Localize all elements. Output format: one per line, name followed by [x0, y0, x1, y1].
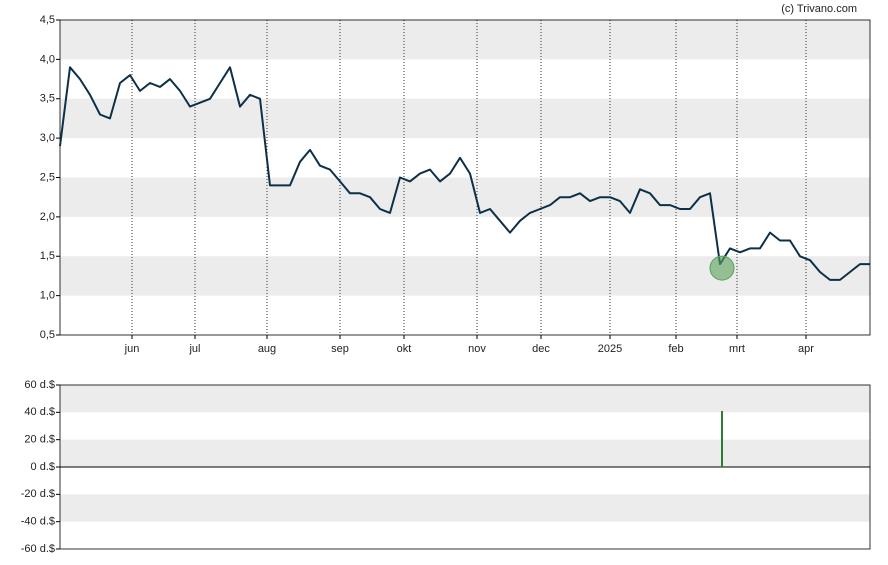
x-tick-label: jul: [188, 343, 200, 355]
grid-band: [60, 385, 870, 413]
plot-frame: [59, 384, 871, 550]
y-tick-label: 20 d.$: [24, 434, 55, 446]
x-tick-label: feb: [668, 343, 683, 355]
y-tick-label: 1,0: [40, 290, 55, 302]
x-tick-label: apr: [798, 343, 814, 355]
grid-band: [60, 494, 870, 522]
grid-band: [60, 98, 870, 139]
grid-band: [60, 256, 870, 296]
y-tick-label: 0,5: [40, 329, 55, 341]
y-tick-label: 40 d.$: [24, 406, 55, 418]
grid-band: [60, 20, 870, 60]
y-tick-label: 3,0: [40, 132, 55, 144]
y-tick-label: 1,5: [40, 250, 55, 262]
grid-band: [60, 439, 870, 467]
x-tick-label: okt: [397, 343, 412, 355]
plot-frame: [59, 19, 871, 336]
y-tick-label: 3,5: [40, 93, 55, 105]
event-marker: [709, 255, 735, 281]
x-tick-label: nov: [468, 343, 486, 355]
y-tick-label: 60 d.$: [24, 379, 55, 391]
price-line: [59, 66, 870, 281]
y-tick-label: -40 d.$: [21, 516, 55, 528]
y-tick-label: 2,5: [40, 171, 55, 183]
grid-band: [60, 177, 870, 217]
source: (c) Trivano.com: [781, 3, 857, 15]
x-tick-label: aug: [258, 343, 276, 355]
y-tick-label: 4,5: [40, 14, 55, 26]
y-tick-label: 2,0: [40, 211, 55, 223]
x-tick-label: sep: [331, 343, 349, 355]
x-tick-label: mrt: [729, 343, 745, 355]
x-tick-label: dec: [532, 343, 550, 355]
y-tick-label: -60 d.$: [21, 543, 55, 555]
y-tick-label: -20 d.$: [21, 488, 55, 500]
x-tick-label: 2025: [598, 343, 622, 355]
x-tick-label: jun: [124, 343, 140, 355]
y-tick-label: 4,0: [40, 53, 55, 65]
y-tick-label: 0 d.$: [31, 461, 55, 473]
